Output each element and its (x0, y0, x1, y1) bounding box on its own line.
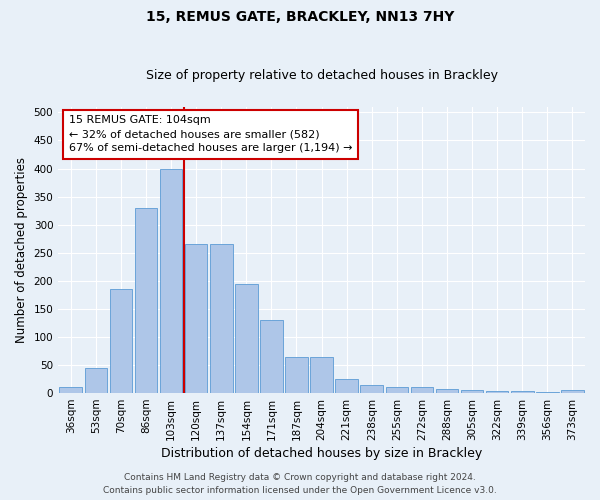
Bar (160, 168, 182, 393)
X-axis label: Distribution of detached houses by size in Brackley: Distribution of detached houses by size … (161, 447, 482, 460)
Bar (260, 320, 283, 393)
Bar (210, 244, 233, 393)
Bar (410, 388, 433, 393)
Bar (335, 379, 358, 393)
Bar (134, 208, 157, 393)
Bar (285, 356, 308, 393)
Bar (511, 392, 533, 393)
Text: 15 REMUS GATE: 104sqm
← 32% of detached houses are smaller (582)
67% of semi-det: 15 REMUS GATE: 104sqm ← 32% of detached … (69, 116, 352, 154)
Text: 15, REMUS GATE, BRACKLEY, NN13 7HY: 15, REMUS GATE, BRACKLEY, NN13 7HY (146, 10, 454, 24)
Bar (85, 368, 107, 393)
Bar (310, 356, 333, 393)
Bar (486, 392, 508, 393)
Text: Contains HM Land Registry data © Crown copyright and database right 2024.
Contai: Contains HM Land Registry data © Crown c… (103, 473, 497, 495)
Bar (235, 284, 257, 393)
Bar (436, 388, 458, 393)
Bar (110, 289, 132, 393)
Bar (536, 392, 559, 393)
Bar (386, 388, 408, 393)
Bar (185, 244, 208, 393)
Y-axis label: Number of detached properties: Number of detached properties (15, 157, 28, 343)
Bar (561, 390, 584, 393)
Title: Size of property relative to detached houses in Brackley: Size of property relative to detached ho… (146, 69, 497, 82)
Bar (361, 384, 383, 393)
Bar (59, 388, 82, 393)
Bar (461, 390, 484, 393)
